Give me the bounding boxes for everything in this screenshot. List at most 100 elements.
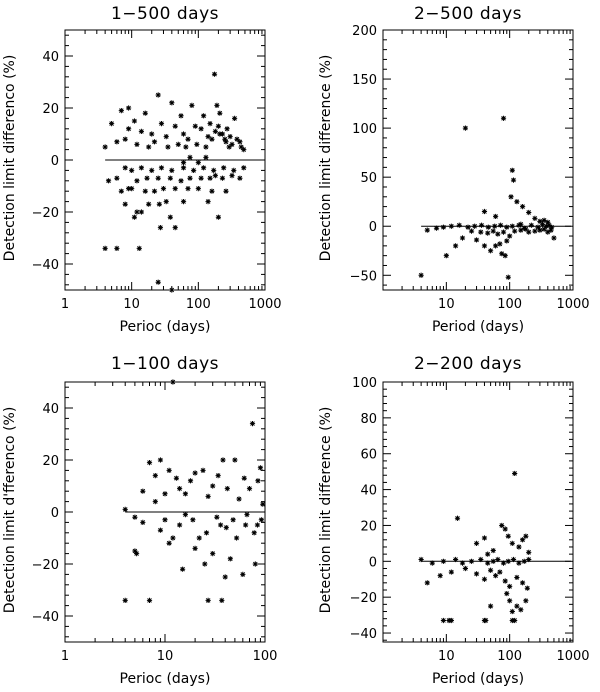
panel-1-point xyxy=(203,144,209,150)
panel-4-point xyxy=(454,515,461,521)
panel-1-point xyxy=(178,113,184,119)
panel-3-point xyxy=(230,517,236,523)
panel-3-point xyxy=(170,535,176,541)
panel-1-point xyxy=(238,144,244,150)
panel-1-point xyxy=(129,167,135,173)
panel-2-point xyxy=(440,224,447,230)
panel-2-plot: 10 100 1000 −50 0 50 100 150 200 xyxy=(350,24,590,312)
panel-4-ytick-label: −40 xyxy=(350,627,377,642)
panel-1-point xyxy=(195,160,201,166)
panel-2-point xyxy=(468,228,475,234)
panel-1-point xyxy=(172,225,178,231)
panel-1-point xyxy=(126,105,132,111)
panel-1-point xyxy=(201,113,207,119)
panel-3-point xyxy=(187,478,194,484)
panel-2-point xyxy=(478,229,484,235)
panel-1-point xyxy=(160,186,167,192)
panel-3-point xyxy=(122,506,128,512)
panel-1-point xyxy=(134,178,140,184)
panel-2-point xyxy=(541,217,547,223)
panel-2-point xyxy=(481,243,488,249)
panel-2-point xyxy=(519,204,526,210)
panel-1-point xyxy=(209,188,215,194)
panel-1-point xyxy=(163,199,169,205)
panel-2-point xyxy=(485,224,491,230)
panel-1-point xyxy=(219,131,226,137)
panel-3-point xyxy=(166,540,172,546)
panel-2-point xyxy=(497,241,503,247)
panel-1-title: 1−500 days xyxy=(111,4,219,24)
panel-4-point xyxy=(507,598,513,604)
panel-1-point xyxy=(180,160,187,166)
panel-4-point xyxy=(514,603,520,609)
panel-1-point xyxy=(223,139,229,145)
panel-2-point xyxy=(526,229,532,235)
panel-4-point xyxy=(500,560,507,566)
panel-3-point xyxy=(210,551,216,557)
panel-4-point xyxy=(512,617,518,624)
panel-2-point xyxy=(537,227,543,233)
panel-1-point xyxy=(189,102,195,108)
panel-3-point xyxy=(220,457,226,463)
panel-4-point xyxy=(490,558,496,564)
panel-4-ytick-label: 20 xyxy=(360,519,377,534)
panel-2-point xyxy=(495,231,501,237)
panel-3-point xyxy=(192,545,198,551)
panel-1-ytick-label: 0 xyxy=(51,154,59,169)
panel-1-ytick-label: 40 xyxy=(42,50,59,65)
panel-4-point xyxy=(429,560,435,566)
panel-2-ytick-label: 100 xyxy=(352,122,377,137)
panel-1-point xyxy=(175,141,181,147)
panel-4-ytick-label: 100 xyxy=(352,376,377,391)
panel-2-xtick-label: 10 xyxy=(438,297,455,312)
panel-2-xtick-label: 1000 xyxy=(556,297,589,312)
panel-3-point xyxy=(215,473,221,479)
panel-3-point xyxy=(170,379,176,385)
panel-4-point xyxy=(488,603,494,609)
panel-1-point xyxy=(223,188,229,194)
panel-4-point xyxy=(424,580,430,586)
panel-2-point xyxy=(472,223,478,229)
panel-1-point xyxy=(224,126,230,132)
panel-3-point xyxy=(205,493,211,499)
panel-1-point xyxy=(241,147,247,153)
panel-3: 1−100 days Perioc (days) Detection limit… xyxy=(2,354,277,687)
panel-3-xtick-label: 100 xyxy=(253,649,278,664)
panel-4-point xyxy=(524,585,530,591)
panel-3-point xyxy=(140,519,146,525)
panel-1-point xyxy=(201,165,207,171)
panel-2-point xyxy=(499,251,505,257)
panel-4-ytick-label: 60 xyxy=(360,448,377,463)
panel-1-point xyxy=(221,165,227,171)
panel-3-point xyxy=(173,475,179,481)
panel-4-point xyxy=(509,540,515,546)
panel-3-point xyxy=(252,561,258,567)
panel-2-frame xyxy=(382,29,574,291)
panel-2-point xyxy=(473,237,480,243)
panel-4-point xyxy=(490,547,496,554)
panel-4-ytick-label: 0 xyxy=(369,555,377,570)
panel-2-point xyxy=(418,272,424,278)
panel-1-point xyxy=(215,123,222,129)
panel-1-point xyxy=(134,209,140,215)
panel-3-point xyxy=(243,522,249,528)
panel-1-point xyxy=(149,131,155,137)
panel-1-point xyxy=(118,108,124,114)
panel-4-point xyxy=(499,522,505,529)
panel-4-point xyxy=(473,540,480,546)
panel-1-ylabel: Detection limit differenco (%) xyxy=(2,55,18,262)
panel-1-point xyxy=(203,154,209,160)
panel-3-point xyxy=(152,473,158,479)
panel-4-point xyxy=(478,556,484,563)
panel-2-point xyxy=(546,222,552,228)
panel-2-point xyxy=(485,230,491,236)
panel-2-ytick-label: −50 xyxy=(350,269,377,284)
panel-4-point xyxy=(488,567,494,573)
panel-4-point xyxy=(437,573,443,579)
panel-2-ytick-label: 200 xyxy=(352,24,377,39)
panel-2-point xyxy=(521,225,527,231)
panel-4-xlabel: Period (days) xyxy=(432,671,524,687)
panel-1-point xyxy=(105,178,112,184)
panel-3-point xyxy=(227,556,233,562)
